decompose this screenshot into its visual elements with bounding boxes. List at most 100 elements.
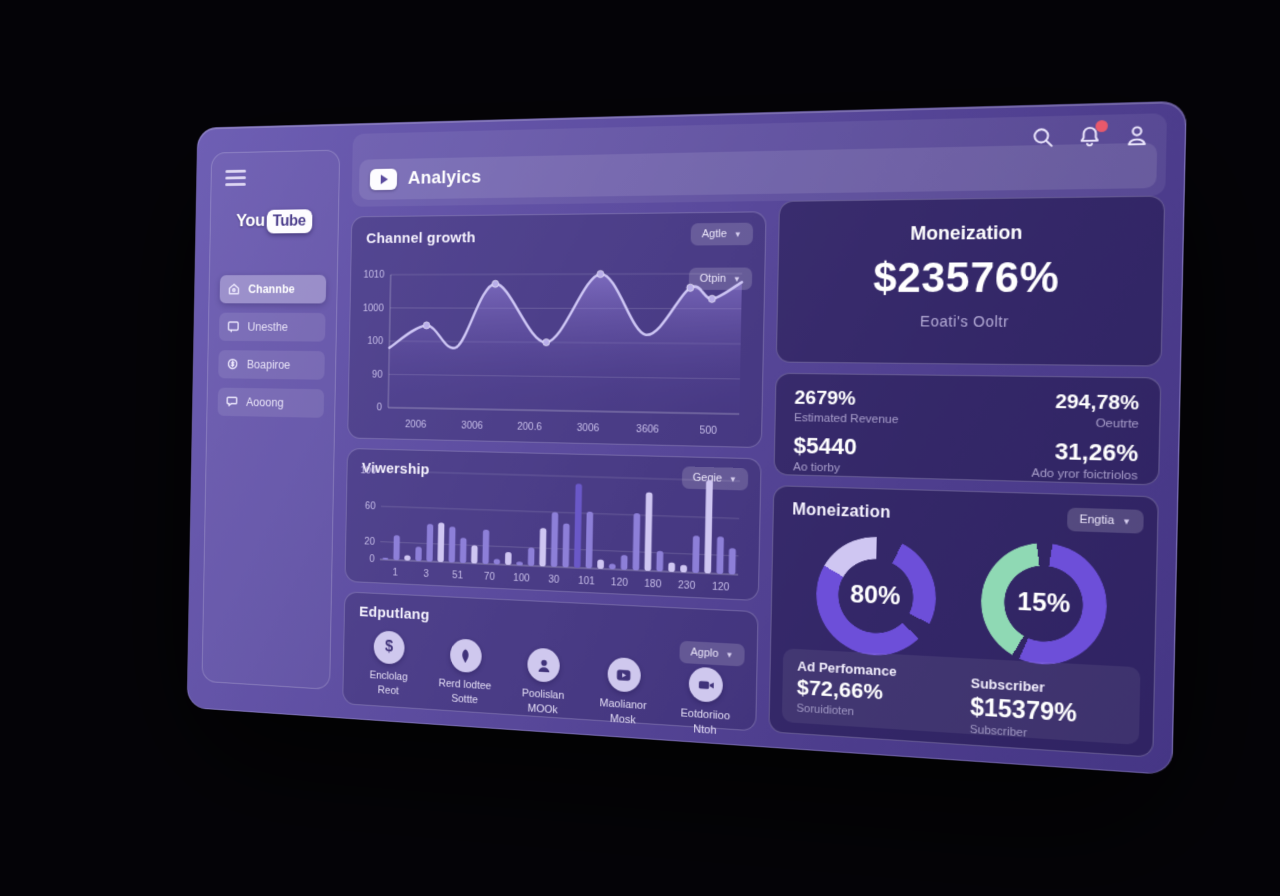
youtube-logo[interactable]: You Tube <box>221 209 328 234</box>
stat-rate: 31,26% Ado yror foictriolos <box>961 436 1139 483</box>
monetization-hero-card: Moneization $23576% Eoati's Ooltr <box>776 196 1165 367</box>
logo-text-tube: Tube <box>266 209 312 233</box>
top-header: Analyics <box>352 113 1167 207</box>
card-title: Edputlang <box>359 604 430 625</box>
revenue-stats-card: 2679% Estimated Revenue 294,78% Oeutrte … <box>774 373 1162 486</box>
monetization-donut-card: Moneization Engtia ▼ 80% 15% Ad Perfoman… <box>768 485 1159 758</box>
svg-text:3006: 3006 <box>461 420 483 432</box>
play-icon <box>370 169 397 191</box>
subscriber-stat: Subscriber $15379% Subscriber <box>970 675 1125 742</box>
feature-studio[interactable]: Eotdoriioo Ntoh <box>665 665 746 740</box>
stat-label: Ao tiorby <box>793 461 961 478</box>
stat-value: $5440 <box>793 432 962 463</box>
home-icon <box>227 282 240 296</box>
monetization-total: $23576% <box>778 254 1163 303</box>
svg-text:100: 100 <box>367 336 383 347</box>
feature-monetize[interactable]: $ Enclolag Reot <box>352 629 426 700</box>
svg-text:0: 0 <box>369 554 375 565</box>
page-title-bar: Analyics <box>359 143 1157 200</box>
card-title: Moneization <box>792 501 891 523</box>
donut-value: 80% <box>815 535 937 659</box>
svg-text:3: 3 <box>423 569 429 580</box>
donut-dropdown[interactable]: Engtia ▼ <box>1067 508 1144 534</box>
sidebar: You Tube Channbe Unesthe Boapiroe Aooong <box>202 150 341 690</box>
person-icon <box>527 647 560 682</box>
dropdown-value: Agtle <box>702 228 727 240</box>
sidebar-item-videos[interactable]: Unesthe <box>219 313 326 342</box>
svg-text:100: 100 <box>360 466 376 478</box>
sidebar-item-label: Aooong <box>246 396 284 410</box>
chevron-down-icon: ▼ <box>734 229 742 238</box>
svg-text:100: 100 <box>513 573 530 585</box>
card-title: Channel growth <box>366 229 476 247</box>
logo-text-you: You <box>236 211 265 232</box>
svg-text:30: 30 <box>548 574 560 586</box>
page-background: { "header": { "title": "Analyics", "noti… <box>0 0 1280 896</box>
notification-badge <box>1095 120 1108 132</box>
card-title: Moneization <box>779 220 1163 245</box>
page-title: Analyics <box>408 167 482 190</box>
stat-label: Estimated Revenue <box>794 412 962 428</box>
screen-icon <box>227 320 240 334</box>
stat-secondary: 294,78% Oeutrte <box>962 390 1140 431</box>
svg-text:0: 0 <box>377 403 383 414</box>
subscriber-donut: 15% <box>980 541 1108 668</box>
feature-label: Eotdoriioo Ntoh <box>680 706 730 739</box>
stat-value: 31,26% <box>961 436 1138 468</box>
sidebar-item-audience[interactable]: Aooong <box>218 388 325 418</box>
leaf-icon <box>449 638 481 673</box>
stat-estimated-revenue: 2679% Estimated Revenue <box>794 387 963 427</box>
dropdown-value: Engtia <box>1079 513 1114 527</box>
svg-text:500: 500 <box>699 425 717 437</box>
chevron-down-icon: ▼ <box>1122 516 1131 526</box>
channel-growth-card: Channel growth Agtle ▼ Otpin ▼ 1010 1000 1… <box>347 211 766 448</box>
stat-ad-today: $5440 Ao tiorby <box>793 432 962 478</box>
stat-value: 2679% <box>794 387 963 413</box>
svg-text:1010: 1010 <box>363 270 385 281</box>
svg-text:3606: 3606 <box>636 424 660 436</box>
svg-text:3006: 3006 <box>577 423 600 435</box>
sidebar-nav: Channbe Unesthe Boapiroe Aooong <box>218 275 327 418</box>
svg-text:90: 90 <box>372 369 383 380</box>
video-icon <box>607 657 641 693</box>
sidebar-item-label: Boapiroe <box>247 358 291 372</box>
feature-growth[interactable]: Rerd lodtee Sottte <box>428 637 503 709</box>
svg-text:180: 180 <box>644 578 662 590</box>
ad-performance-stat: Ad Perfomance $72,66% Soruidioten <box>796 658 943 723</box>
feature-video[interactable]: Maolianor Mosk <box>584 656 663 730</box>
svg-text:200.6: 200.6 <box>517 421 542 433</box>
coin-icon <box>226 357 239 371</box>
sidebar-item-label: Unesthe <box>247 320 288 333</box>
sidebar-item-revenue[interactable]: Boapiroe <box>218 350 325 380</box>
svg-text:70: 70 <box>484 571 496 583</box>
svg-text:230: 230 <box>678 580 696 592</box>
svg-text:20: 20 <box>364 536 375 548</box>
svg-text:2006: 2006 <box>405 419 427 431</box>
sidebar-item-channel[interactable]: Channbe <box>220 275 327 304</box>
menu-icon[interactable] <box>225 170 246 186</box>
stat-label: Oeutrte <box>962 415 1139 431</box>
svg-text:120: 120 <box>611 577 629 589</box>
donut-value: 15% <box>980 541 1108 668</box>
period-dropdown[interactable]: Agtle ▼ <box>691 223 754 246</box>
svg-text:60: 60 <box>365 501 376 512</box>
ad-performance-donut: 80% <box>815 535 937 659</box>
feature-label: Rerd lodtee Sottte <box>438 676 491 708</box>
feature-label: Enclolag Reot <box>369 668 408 699</box>
svg-text:1000: 1000 <box>363 303 385 314</box>
feature-label: Maolianor Mosk <box>599 696 647 729</box>
sidebar-item-label: Channbe <box>248 283 295 296</box>
viewership-card: Viwership Gegie ▼ 100 60 20 0 1 3 51 70 100 30 101… <box>345 448 762 601</box>
feature-audience[interactable]: Poolislan MOOk <box>505 646 582 719</box>
viewership-bar-chart: 100 60 20 0 1 3 51 70 100 30 101 120 180 230 120 <box>353 463 747 598</box>
monetization-subtitle: Eoati's Ooltr <box>777 312 1161 330</box>
analytics-dashboard: You Tube Channbe Unesthe Boapiroe Aooong <box>187 101 1187 776</box>
stat-label: Ado yror foictriolos <box>961 465 1138 482</box>
channel-growth-line-chart: 1010 1000 100 90 0 2006 3006 200.6 3006 3606 500 <box>355 263 750 442</box>
svg-text:101: 101 <box>578 575 596 587</box>
expanding-card: Edputlang Agplo ▼ $ Enclolag Reot Rerd lo… <box>342 591 758 731</box>
camera-icon <box>689 666 724 702</box>
feature-label: Poolislan MOOk <box>521 686 564 718</box>
svg-text:51: 51 <box>452 570 463 582</box>
svg-text:120: 120 <box>712 581 730 594</box>
